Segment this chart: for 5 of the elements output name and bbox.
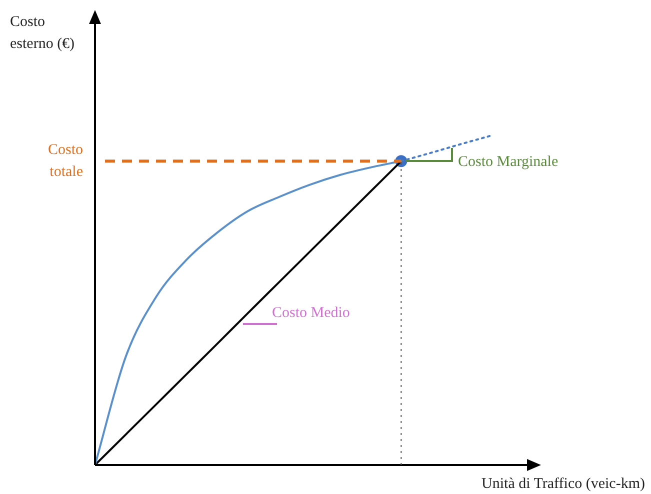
x-axis-title: Unità di Traffico (veic-km) xyxy=(482,476,645,492)
annotation: Costo Marginale xyxy=(458,154,558,170)
annotation: Costo Medio xyxy=(272,304,350,321)
text: Costo esterno (€) xyxy=(10,14,75,52)
ref-line-label: Costo totale xyxy=(48,142,84,180)
